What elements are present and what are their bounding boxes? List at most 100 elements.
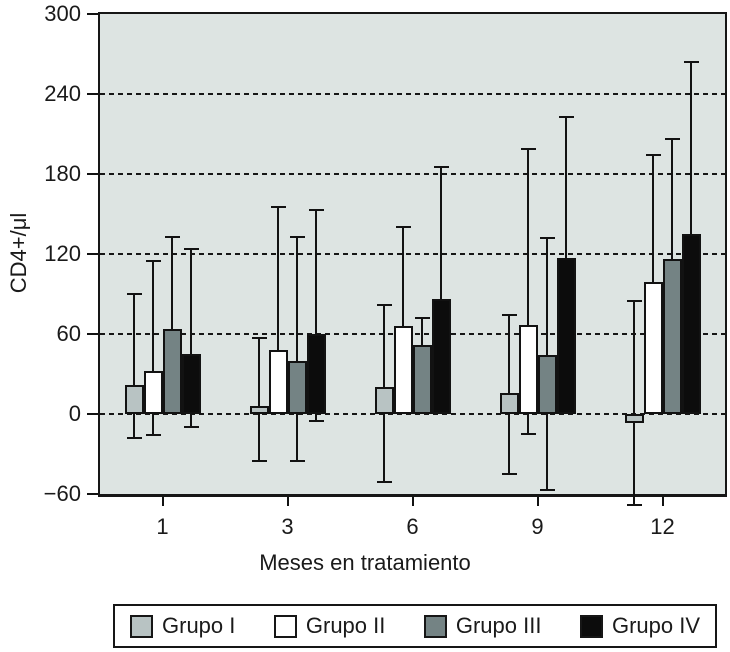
y-axis-tick — [87, 253, 98, 255]
plot-area — [98, 12, 727, 506]
bar-layer — [100, 14, 725, 494]
error-bar-bottom-cap — [626, 503, 642, 506]
error-bar-top-cap — [558, 115, 574, 118]
legend-label: Grupo II — [305, 613, 386, 638]
error-bar-top-cap — [376, 303, 392, 306]
error-bar-line — [652, 155, 654, 282]
error-bar-line — [690, 62, 692, 234]
x-axis-tick — [661, 497, 664, 506]
y-axis-tick — [87, 13, 98, 15]
error-bar-bottom-cap — [501, 473, 517, 475]
error-bar-bottom-cap — [308, 419, 324, 422]
bar — [124, 384, 144, 414]
error-bar-bottom-cap — [145, 434, 161, 437]
error-bar-top-cap — [183, 247, 199, 250]
legend-item-grupo-ii: Grupo II — [273, 613, 386, 639]
error-bar-bottom-cap — [289, 459, 305, 462]
legend-item-grupo-iv: Grupo IV — [579, 613, 700, 639]
error-bar-line — [421, 318, 423, 345]
y-axis-tick-label: −60 — [43, 481, 81, 506]
gridline — [100, 253, 725, 255]
legend-swatch — [273, 614, 297, 638]
legend-label: Grupo IV — [611, 613, 700, 638]
error-bar-line — [402, 227, 404, 326]
error-bar-line — [633, 300, 635, 505]
error-bar-top-cap — [251, 337, 267, 339]
legend-swatch — [423, 614, 447, 638]
x-axis-tick — [411, 497, 414, 506]
y-axis-tick-label: 0 — [68, 401, 81, 426]
x-axis-tick-label: 9 — [531, 514, 544, 539]
error-bar-line — [315, 210, 317, 421]
error-bar-line — [190, 248, 192, 428]
error-bar-line — [671, 139, 673, 260]
bar — [162, 328, 182, 414]
legend: Grupo I Grupo II Grupo III Grupo IV — [113, 604, 717, 648]
error-bar-layer — [100, 14, 725, 506]
error-bar-top-cap — [664, 138, 680, 141]
legend-item-grupo-i: Grupo I — [130, 613, 235, 639]
legend-swatch — [579, 614, 603, 638]
bar — [643, 282, 663, 414]
x-axis-tick-label: 12 — [650, 514, 675, 539]
gridline — [100, 173, 725, 175]
bar — [431, 299, 451, 414]
error-bar-top-cap — [683, 61, 699, 63]
error-bar-top-cap — [501, 314, 517, 317]
error-bar-bottom-cap — [520, 433, 536, 435]
y-axis-tick-label: 180 — [44, 161, 81, 186]
error-bar-top-cap — [520, 147, 536, 150]
error-bar-top-cap — [126, 293, 142, 295]
error-bar-line — [133, 294, 135, 438]
bar — [306, 334, 326, 414]
legend-item-grupo-iii: Grupo III — [423, 613, 541, 639]
gridline-layer — [100, 14, 725, 494]
error-bar-bottom-cap — [183, 426, 199, 429]
bar — [681, 234, 701, 414]
error-bar-bottom-cap — [539, 489, 555, 491]
error-bar-bottom-cap — [126, 437, 142, 439]
x-axis-tick-label: 3 — [281, 514, 294, 539]
bar — [499, 392, 519, 414]
legend-label: Grupo I — [162, 613, 236, 638]
y-axis-tick-label: 60 — [56, 321, 81, 346]
bar — [143, 371, 163, 414]
bar — [412, 344, 432, 414]
bar — [662, 259, 682, 414]
error-bar-top-cap — [645, 154, 661, 157]
bar — [181, 354, 201, 414]
error-bar-top-cap — [395, 226, 411, 229]
bar — [268, 350, 288, 414]
y-axis-tick-label: 300 — [44, 1, 81, 26]
legend-swatch — [130, 614, 153, 638]
error-bar-top-cap — [626, 299, 642, 302]
error-bar-top-cap — [308, 209, 324, 211]
y-axis-tick — [87, 413, 98, 415]
error-bar-top-cap — [270, 206, 286, 209]
x-axis-tick — [536, 497, 539, 506]
error-bar-line — [171, 236, 173, 329]
gridline — [100, 413, 725, 415]
bar — [393, 326, 413, 414]
error-bar-line — [440, 167, 442, 300]
error-bar-top-cap — [289, 235, 305, 238]
bar — [249, 406, 269, 414]
bar — [518, 324, 538, 414]
y-axis-tick — [87, 173, 98, 175]
error-bar-top-cap — [414, 317, 430, 319]
error-bar-line — [258, 338, 260, 461]
error-bar-line — [152, 260, 154, 436]
gridline — [100, 333, 725, 335]
y-axis-tick-label: 240 — [44, 81, 81, 106]
error-bar-top-cap — [539, 237, 555, 239]
bar — [624, 414, 644, 424]
error-bar-line — [277, 207, 279, 350]
error-bar-line — [296, 236, 298, 461]
y-axis-tick — [87, 333, 98, 335]
y-axis-tick — [87, 93, 98, 95]
bar — [556, 258, 576, 414]
x-axis-tick — [286, 497, 289, 506]
bar — [537, 355, 557, 414]
y-axis-tick-label: 120 — [44, 241, 81, 266]
